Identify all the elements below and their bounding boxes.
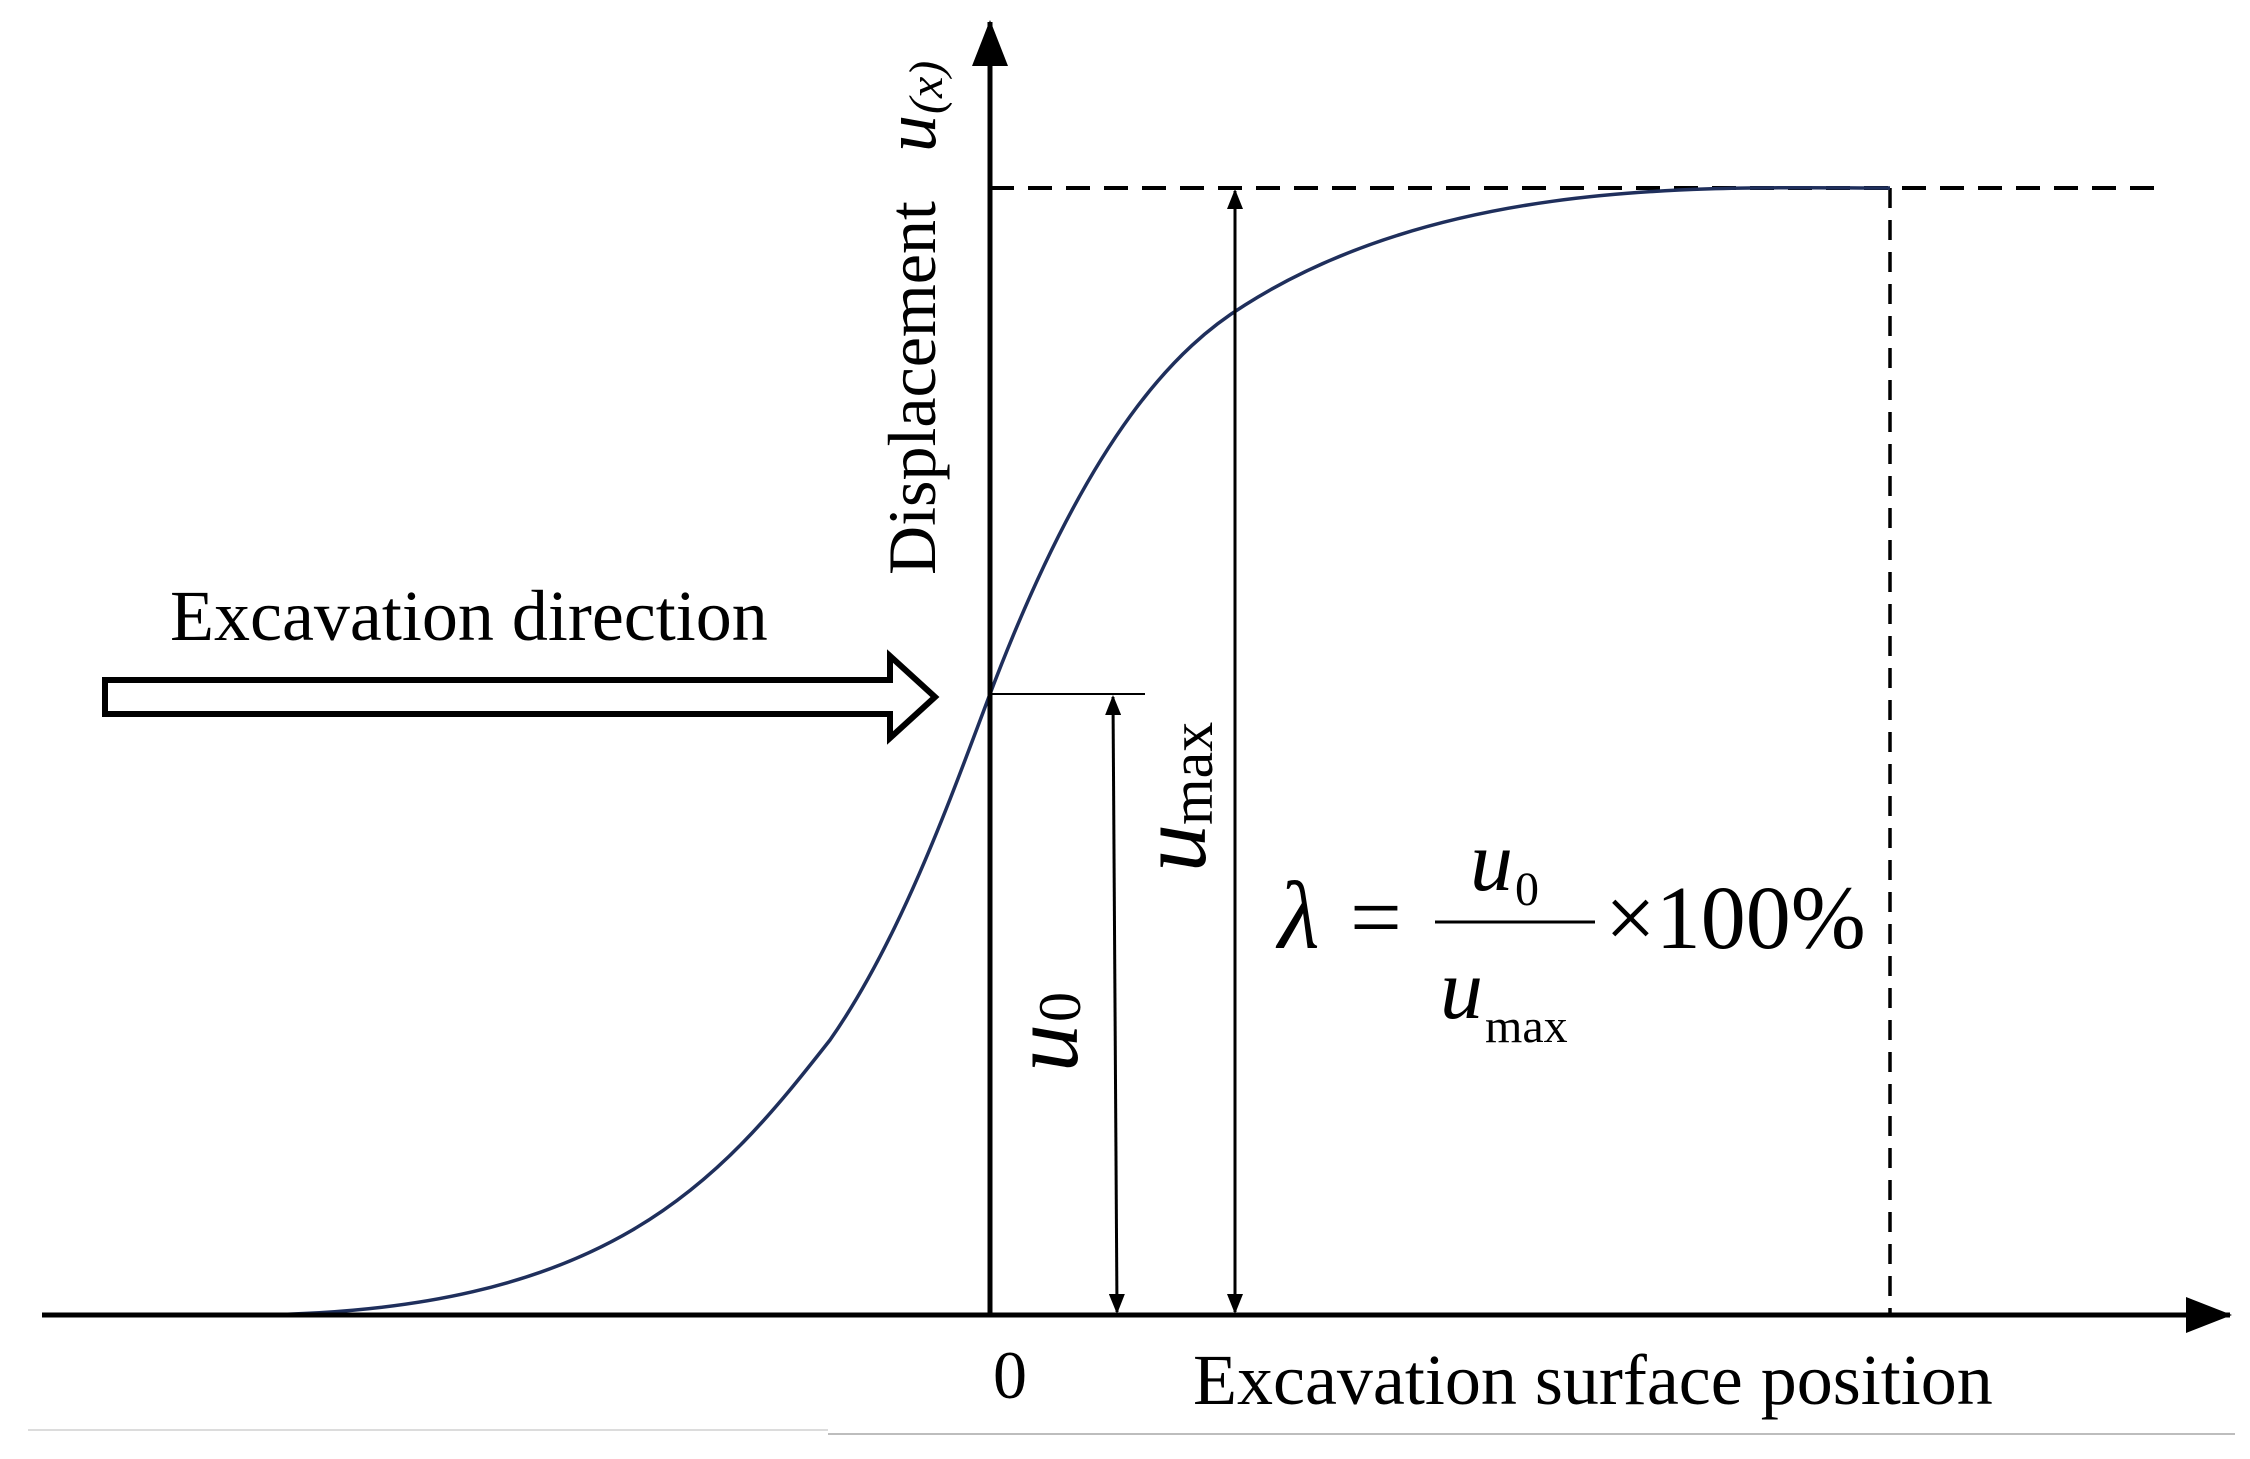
formula-numerator-symbol: u	[1470, 813, 1513, 909]
umax-label-symbol: u	[1119, 824, 1226, 872]
y-axis-symbol-subscript: (x)	[900, 61, 953, 114]
u0-label-subscript: 0	[1027, 992, 1093, 1022]
displacement-curve	[239, 185, 1891, 1317]
formula-times-100-percent: ×100%	[1605, 869, 1866, 968]
umax-label-subscript: max	[1159, 722, 1225, 825]
excavation-direction-arrow	[102, 649, 940, 745]
formula-lambda: λ	[1275, 862, 1320, 969]
u0-double-arrow	[1105, 695, 1125, 1314]
formula-denominator-subscript: max	[1485, 1000, 1568, 1053]
excavation-direction-label: Excavation direction	[170, 576, 768, 656]
formula-equals: =	[1350, 866, 1402, 968]
formula-denominator-symbol: u	[1440, 941, 1483, 1037]
lambda-formula: λ = u 0 u max ×100%	[1275, 813, 1866, 1053]
formula-numerator-subscript: 0	[1515, 863, 1539, 916]
u0-label-symbol: u	[991, 1024, 1098, 1072]
x-axis-origin-label: 0	[993, 1337, 1027, 1413]
y-axis-symbol: u	[870, 115, 952, 152]
x-axis-label: Excavation surface position	[1193, 1340, 1993, 1420]
y-axis-label: Displacement	[874, 201, 950, 575]
